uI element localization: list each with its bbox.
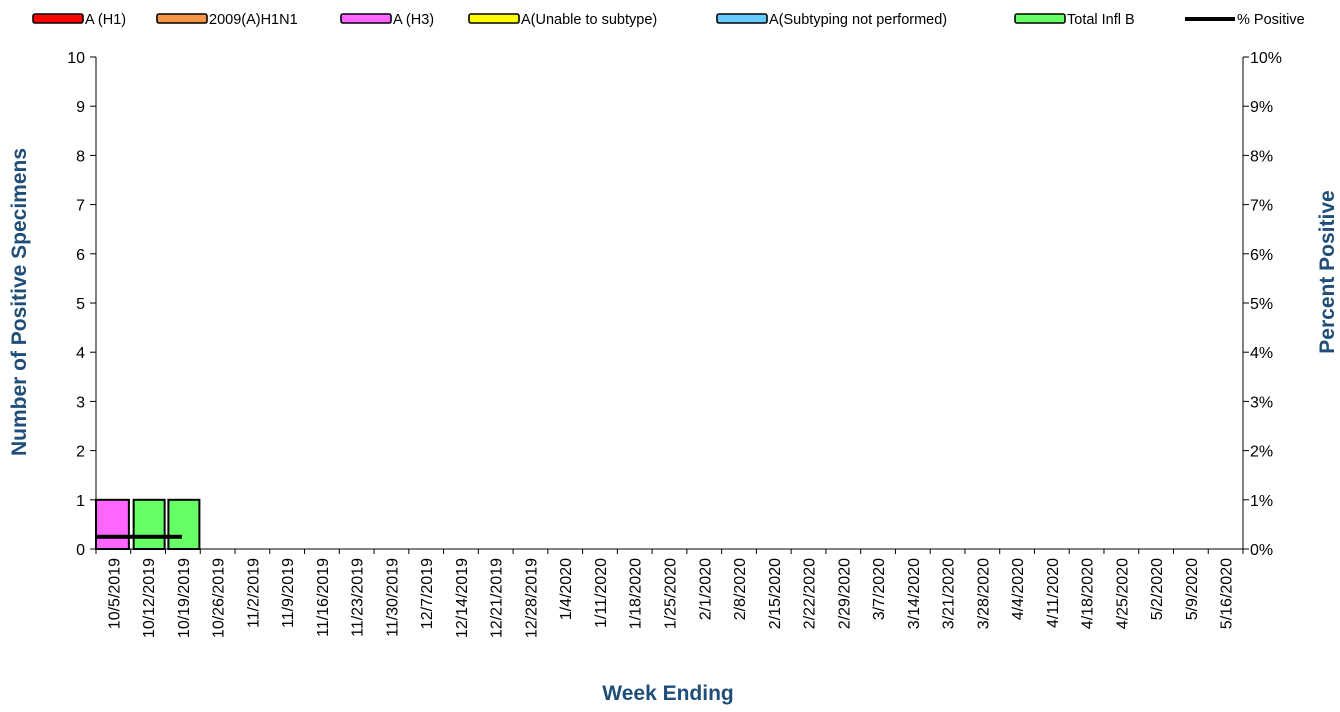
x-tick-label: 4/4/2020 — [1010, 558, 1027, 620]
legend-label: 2009(A)H1N1 — [209, 12, 298, 28]
x-tick-label: 1/4/2020 — [558, 558, 575, 620]
y-left-tick-label: 5 — [76, 296, 85, 313]
x-tick-label: 10/19/2019 — [176, 558, 193, 638]
bar-total-infl-b — [167, 498, 201, 550]
x-tick-label: 11/16/2019 — [315, 558, 332, 637]
y-left-tick-label: 10 — [67, 50, 85, 67]
y-right-tick-label: 2% — [1250, 444, 1273, 461]
x-tick-label: 2/1/2020 — [697, 558, 714, 620]
legend-swatch — [716, 13, 768, 24]
x-tick-label: 1/18/2020 — [628, 558, 645, 629]
y-right-tick-label: 3% — [1250, 394, 1273, 411]
y-left-tick-label: 6 — [76, 247, 85, 264]
x-tick-label: 5/16/2020 — [1219, 558, 1236, 629]
y-left-tick-label: 9 — [76, 99, 85, 116]
legend-label: Total Infl B — [1067, 12, 1135, 28]
x-axis-title: Week Ending — [602, 682, 733, 705]
x-tick-label: 3/7/2020 — [871, 558, 888, 620]
y-left-tick-label: 2 — [76, 444, 85, 461]
x-tick-label: 4/11/2020 — [1045, 558, 1062, 628]
x-tick-label: 2/15/2020 — [767, 558, 784, 629]
x-tick-label: 3/14/2020 — [906, 558, 923, 629]
x-tick-label: 2/22/2020 — [802, 558, 819, 629]
y-right-tick-label: 8% — [1250, 148, 1273, 165]
x-tick-label: 12/14/2019 — [454, 558, 471, 638]
x-tick-label: 10/26/2019 — [211, 558, 228, 638]
legend: A (H1) 2009(A)H1N1 A (H3) A(Unable to subty… — [32, 12, 1305, 28]
x-tick-label: 4/25/2020 — [1114, 558, 1131, 629]
x-tick-label: 12/7/2019 — [419, 558, 436, 629]
x-tick-label: 10/5/2019 — [106, 558, 123, 629]
legend-swatch — [32, 13, 84, 24]
legend-label: A (H1) — [85, 12, 126, 28]
y-left-tick-label: 8 — [76, 148, 85, 165]
legend-swatch — [1014, 13, 1066, 24]
legend-swatch — [156, 13, 208, 24]
y-axis-left-title: Number of Positive Specimens — [8, 148, 31, 456]
axes: 0 1 2 3 4 5 6 7 8 9 10 0% 1% 2% 3% 4% 5% 6% 7% 8% 9% 10% 10/5/… — [67, 50, 1282, 638]
y-right-tick-label: 10% — [1250, 50, 1282, 67]
x-tick-label: 1/11/2020 — [593, 558, 610, 628]
x-tick-label: 11/30/2019 — [384, 558, 401, 637]
bar-total-infl-b — [132, 498, 166, 550]
y-right-tick-label: 9% — [1250, 99, 1273, 116]
y-axis-right-title: Percent Positive — [1316, 190, 1339, 353]
x-tick-label: 11/9/2019 — [280, 558, 297, 628]
x-tick-label: 5/9/2020 — [1184, 558, 1201, 620]
y-left-tick-label: 3 — [76, 394, 85, 411]
y-right-tick-label: 5% — [1250, 296, 1273, 313]
y-right-tick-label: 6% — [1250, 247, 1273, 264]
x-tick-label: 3/21/2020 — [941, 558, 958, 629]
x-tick-label: 1/25/2020 — [663, 558, 680, 629]
x-tick-label: 5/2/2020 — [1149, 558, 1166, 620]
x-tick-label: 11/2/2019 — [245, 558, 262, 628]
legend-swatch — [468, 13, 520, 24]
legend-label: % Positive — [1237, 12, 1305, 28]
y-right-tick-label: 1% — [1250, 493, 1273, 510]
x-tick-label: 2/29/2020 — [836, 558, 853, 629]
bar-a-h3 — [95, 498, 130, 550]
x-tick-label: 11/23/2019 — [350, 558, 367, 637]
y-left-tick-label: 4 — [76, 345, 85, 362]
bars — [95, 498, 201, 550]
y-left-tick-label: 1 — [76, 493, 85, 510]
y-right-tick-label: 7% — [1250, 198, 1273, 215]
y-right-tick-label: 4% — [1250, 345, 1273, 362]
x-tick-label: 12/28/2019 — [523, 558, 540, 638]
x-tick-label: 12/21/2019 — [489, 558, 506, 638]
legend-swatch — [340, 13, 392, 24]
legend-label: A(Subtyping not performed) — [769, 12, 947, 28]
legend-label: A(Unable to subtype) — [521, 12, 657, 28]
x-tick-label: 10/12/2019 — [141, 558, 158, 638]
x-tick-label: 4/18/2020 — [1080, 558, 1097, 629]
legend-label: A (H3) — [393, 12, 434, 28]
x-tick-label: 3/28/2020 — [975, 558, 992, 629]
y-left-tick-label: 0 — [76, 542, 85, 559]
x-tick-label: 2/8/2020 — [732, 558, 749, 620]
y-left-tick-label: 7 — [76, 198, 85, 215]
y-right-tick-label: 0% — [1250, 542, 1273, 559]
